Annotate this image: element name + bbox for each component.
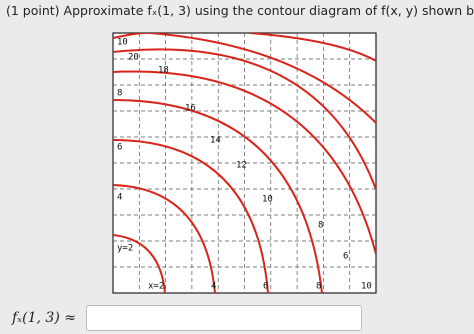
question: (1 point) Approximate fₓ(1, 3) using the…: [6, 3, 474, 18]
contour-curve: [113, 139, 269, 293]
y-label: 6: [117, 143, 122, 153]
y-label: 4: [117, 193, 122, 203]
contour-curve: [113, 33, 150, 39]
contour-curve: [113, 48, 376, 193]
contour-label: 16: [185, 104, 196, 114]
contour-curve: [113, 234, 166, 293]
answer-input[interactable]: [86, 305, 362, 331]
y-label: 8: [117, 89, 122, 99]
x-label: 8: [316, 282, 321, 292]
contour-label: 14: [210, 136, 221, 146]
answer-label: fₓ(1, 3) ≈: [12, 310, 76, 326]
y-label: 10: [117, 38, 128, 48]
contour-label: 18: [158, 66, 169, 76]
contour-curve: [113, 70, 376, 259]
grid: [113, 33, 376, 293]
contour-diagram: 20 18 16 14 12 10 8 6 10 8 6 4 y=2 x=2 4 6 8 10: [112, 32, 377, 294]
x-label: 10: [361, 282, 372, 292]
x-label: 4: [211, 282, 216, 292]
x-label: 6: [263, 282, 268, 292]
contour-curve: [113, 184, 216, 293]
contour-label: 12: [236, 161, 247, 171]
x-label: x=2: [148, 282, 164, 292]
y-label: y=2: [117, 244, 133, 254]
contour-curve: [149, 33, 376, 125]
contours: [113, 33, 376, 293]
contour-label: 6: [343, 252, 348, 262]
contour-curve: [113, 99, 323, 293]
contour-curve: [249, 33, 376, 63]
contour-label: 8: [318, 221, 323, 231]
contour-label: 20: [128, 53, 139, 63]
contour-label: 10: [262, 195, 273, 205]
